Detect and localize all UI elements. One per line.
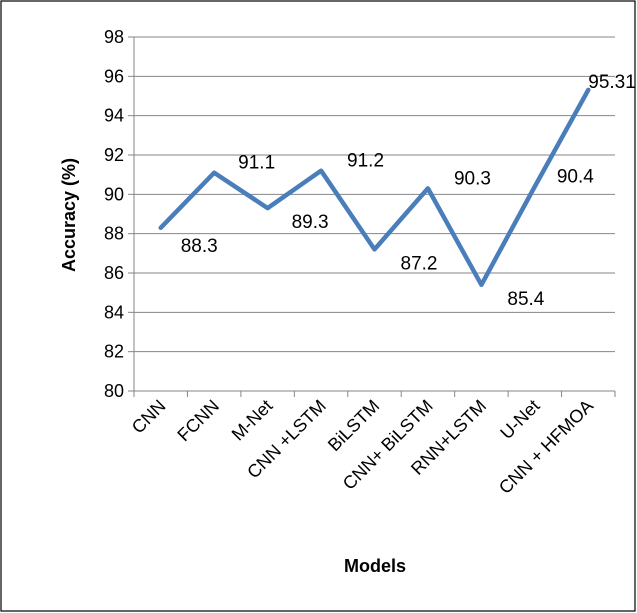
data-label: 89.3 xyxy=(292,212,329,233)
y-tick-label: 92 xyxy=(104,145,124,165)
series-lines xyxy=(158,87,591,288)
data-point xyxy=(160,227,162,229)
axes xyxy=(128,36,616,397)
y-tick-label: 82 xyxy=(104,342,124,362)
gridlines xyxy=(134,36,615,353)
data-label: 95.31 xyxy=(588,72,636,93)
data-label: 87.2 xyxy=(401,253,438,274)
data-point xyxy=(534,185,536,187)
y-tick-label: 84 xyxy=(104,302,124,322)
y-tick-labels: 80 82 84 86 88 90 92 94 96 98 xyxy=(104,27,124,401)
y-tick-label: 90 xyxy=(104,184,124,204)
data-point xyxy=(213,172,215,174)
data-point xyxy=(320,170,322,172)
y-tick-label: 96 xyxy=(104,66,124,86)
y-tick-label: 88 xyxy=(104,224,124,244)
y-axis-title: Accuracy (%) xyxy=(59,158,79,272)
data-label: 88.3 xyxy=(181,236,218,257)
data-labels: 88.3 91.1 89.3 91.2 87.2 90.3 85.4 90.4 95.31 xyxy=(181,72,636,310)
data-point xyxy=(374,248,375,250)
data-point xyxy=(427,187,429,189)
data-label: 91.2 xyxy=(347,151,384,172)
data-label: 90.3 xyxy=(454,168,491,189)
data-point xyxy=(587,89,589,91)
data-point xyxy=(480,284,482,286)
data-label: 91.1 xyxy=(238,153,275,174)
data-point xyxy=(267,207,269,209)
y-tick-label: 86 xyxy=(104,263,124,283)
data-label: 90.4 xyxy=(557,166,594,187)
x-axis-title: Models xyxy=(344,556,406,576)
data-label: 85.4 xyxy=(507,289,544,310)
y-tick-label: 94 xyxy=(104,106,124,126)
y-tick-label: 80 xyxy=(104,381,124,401)
y-tick-label: 98 xyxy=(104,27,124,47)
